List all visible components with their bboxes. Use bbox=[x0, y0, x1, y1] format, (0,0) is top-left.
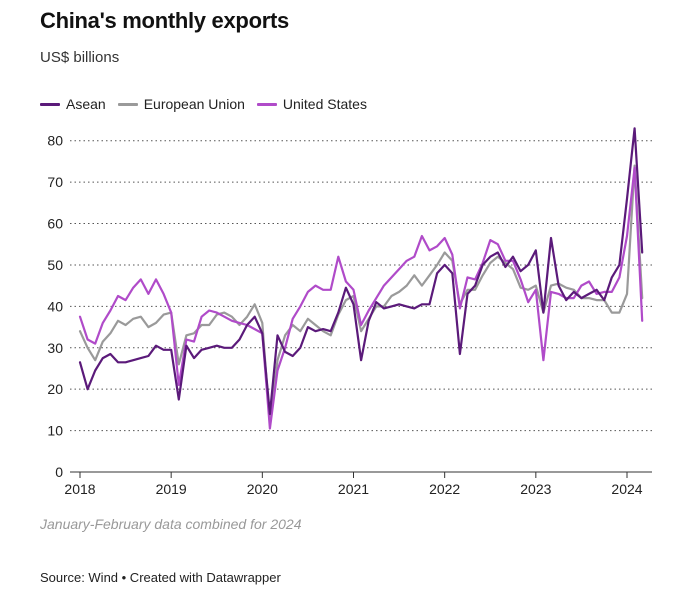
chart-title: China's monthly exports bbox=[40, 8, 289, 33]
y-tick-label: 80 bbox=[47, 133, 63, 149]
chart-footer: Source: Wind • Created with Datawrapper bbox=[40, 570, 281, 585]
legend-label: Asean bbox=[66, 96, 106, 112]
x-tick-label: 2020 bbox=[247, 481, 278, 497]
legend-swatch bbox=[256, 102, 277, 106]
y-tick-label: 0 bbox=[55, 464, 63, 480]
y-tick-label: 20 bbox=[47, 381, 63, 397]
y-tick-label: 40 bbox=[47, 298, 63, 314]
series-line-united-states bbox=[78, 166, 644, 430]
legend-item-european-union: European Union bbox=[117, 96, 245, 112]
y-tick-label: 70 bbox=[47, 174, 63, 190]
y-tick-label: 10 bbox=[47, 423, 63, 439]
legend-swatch bbox=[40, 102, 60, 106]
legend-label: European Union bbox=[143, 96, 245, 112]
series-line-asean bbox=[78, 127, 644, 416]
y-tick-label: 50 bbox=[47, 257, 63, 273]
x-tick-label: 2022 bbox=[429, 481, 460, 497]
legend-swatch bbox=[117, 102, 138, 106]
x-tick-label: 2023 bbox=[520, 481, 551, 497]
legend-item-asean: Asean bbox=[40, 96, 106, 112]
legend-item-united-states: United States bbox=[256, 96, 367, 112]
x-tick-label: 2018 bbox=[64, 481, 95, 497]
chart-legend: Asean European Union United States bbox=[40, 96, 379, 112]
x-tick-label: 2019 bbox=[156, 481, 187, 497]
x-tick-label: 2024 bbox=[611, 481, 642, 497]
x-tick-label: 2021 bbox=[338, 481, 369, 497]
y-tick-label: 30 bbox=[47, 340, 63, 356]
chart-note: January-February data combined for 2024 bbox=[40, 516, 302, 532]
chart-subtitle: US$ billions bbox=[40, 49, 120, 66]
legend-label: United States bbox=[282, 96, 367, 112]
y-tick-label: 60 bbox=[47, 216, 63, 232]
